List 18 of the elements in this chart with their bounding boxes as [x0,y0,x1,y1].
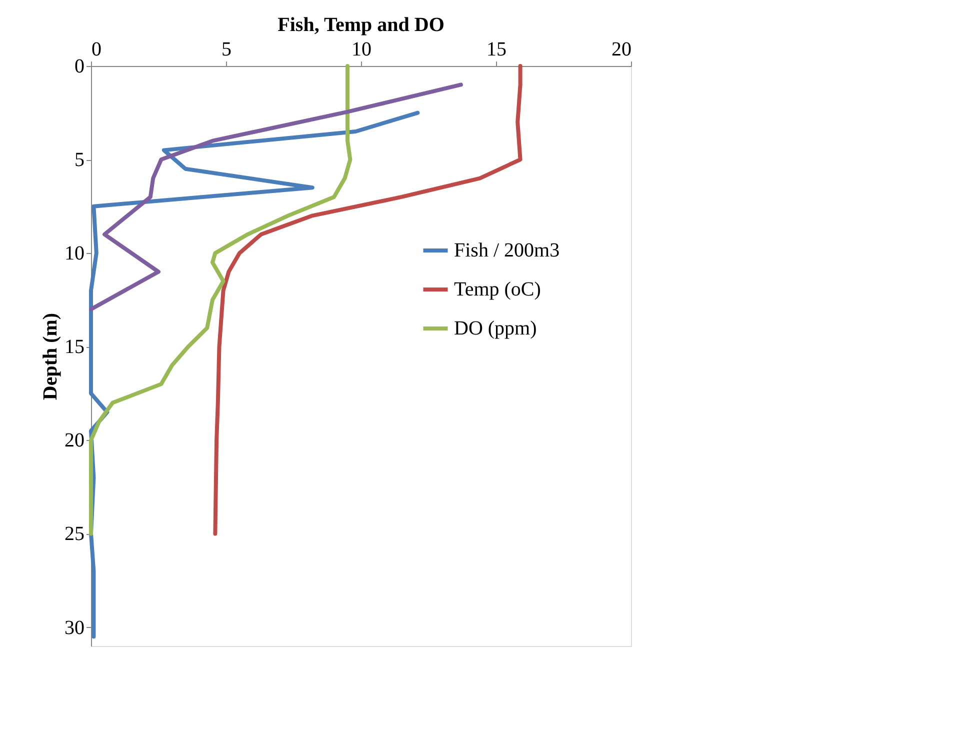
legend-label: Temp (oC) [454,278,541,300]
chart-title: Fish, Temp and DO [278,14,444,36]
x-tick-label: 10 [352,38,372,60]
y-tick-label: 10 [64,242,84,265]
y-tick-label: 5 [74,149,84,172]
line-series [89,64,352,536]
y-tick-label: 15 [64,336,84,358]
y-tick-label: 30 [64,616,84,639]
y-tick-label: 20 [64,430,84,452]
x-tick-label: 5 [222,38,232,60]
y-tick-label: 0 [74,56,84,78]
x-tick-label: 15 [486,38,506,60]
x-tick-label: 0 [92,38,102,60]
y-axis-title: Depth (m) [40,312,62,400]
legend-label: DO (ppm) [454,318,537,340]
y-tick-label: 25 [64,523,84,546]
legend-label: Fish / 200m3 [454,240,560,262]
x-tick-label: 20 [612,38,632,60]
